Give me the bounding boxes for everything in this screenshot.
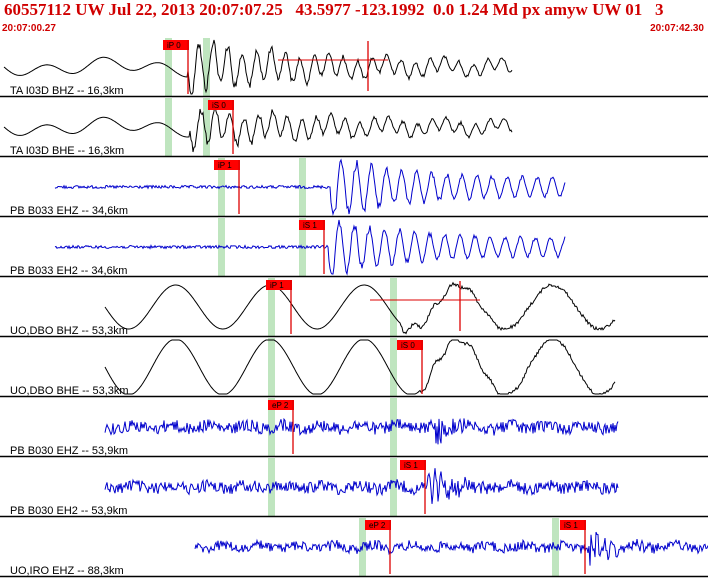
trace-row[interactable]: eP 2 PB B030 EHZ -- 53,9km: [0, 398, 708, 458]
waveform-trace[interactable]: [104, 417, 619, 445]
pick-flag[interactable]: [268, 400, 294, 410]
pick-flag[interactable]: [163, 40, 189, 50]
window-band: [268, 338, 275, 396]
pick-label: eP 2: [369, 521, 386, 530]
trace-row[interactable]: iP 0 TA I03D BHZ -- 16,3km: [0, 38, 708, 98]
window-band: [268, 398, 275, 456]
seismogram-panel[interactable]: iP 0 TA I03D BHZ -- 16,3km iS 0 TA I03D BHE…: [0, 37, 708, 578]
waveform-trace[interactable]: [104, 281, 616, 335]
station-label: PB B030 EHZ -- 53,9km: [10, 445, 128, 457]
station-label: PB B033 EHZ -- 34,6km: [10, 205, 128, 217]
pick-label: iS 1: [404, 461, 418, 470]
window-band: [203, 98, 210, 156]
time-start: 20:07:00.27: [2, 23, 56, 34]
pick-flag[interactable]: [214, 160, 240, 170]
waveform-trace[interactable]: [104, 468, 619, 504]
waveform-trace[interactable]: [104, 339, 616, 395]
pick-flag[interactable]: [208, 100, 234, 110]
station-label: UO,DBO BHZ -- 53,3km: [10, 325, 128, 337]
pick-flag[interactable]: [400, 460, 426, 470]
event-title: 60557112 UW Jul 22, 2013 20:07:07.25 43.…: [4, 0, 664, 19]
station-label: PB B033 EH2 -- 34,6km: [10, 265, 127, 277]
pick-flag[interactable]: [365, 520, 391, 530]
trace-row[interactable]: iS 0 TA I03D BHE -- 16,3km: [0, 98, 708, 158]
pick-flag[interactable]: [266, 280, 292, 290]
pick-label: iP 1: [270, 281, 284, 290]
trace-row[interactable]: iS 1 PB B033 EH2 -- 34,6km: [0, 218, 708, 278]
pick-label: iS 0: [212, 101, 226, 110]
pick-label: iP 0: [167, 41, 181, 50]
window-band: [268, 458, 275, 516]
trace-row[interactable]: iS 0 UO,DBO BHE -- 53,3km: [0, 338, 708, 398]
pick-label: iP 1: [218, 161, 232, 170]
waveform-trace[interactable]: [3, 39, 513, 95]
waveform-trace[interactable]: [54, 158, 566, 216]
station-label: TA I03D BHE -- 16,3km: [10, 145, 124, 157]
trace-row[interactable]: iP 1 UO,DBO BHZ -- 53,3km: [0, 278, 708, 338]
window-band: [390, 278, 397, 336]
station-label: UO,IRO EHZ -- 88,3km: [10, 565, 124, 577]
pick-label: iS 1: [564, 521, 578, 530]
header-bar: 60557112 UW Jul 22, 2013 20:07:07.25 43.…: [0, 0, 708, 37]
waveform-trace[interactable]: [194, 531, 708, 566]
pick-flag[interactable]: [299, 220, 325, 230]
time-end: 20:07:42.30: [650, 23, 704, 34]
pick-label: iS 0: [401, 341, 415, 350]
station-label: UO,DBO BHE -- 53,3km: [10, 385, 129, 397]
pick-label: iS 1: [303, 221, 317, 230]
pick-flag[interactable]: [397, 340, 423, 350]
window-band: [390, 458, 397, 516]
station-label: PB B030 EH2 -- 53,9km: [10, 505, 127, 517]
window-band: [390, 338, 397, 396]
station-label: TA I03D BHZ -- 16,3km: [10, 85, 124, 97]
window-band: [268, 278, 275, 336]
pick-label: eP 2: [272, 401, 289, 410]
waveform-trace[interactable]: [54, 219, 566, 276]
window-band: [390, 398, 397, 456]
window-band: [203, 38, 210, 96]
pick-flag[interactable]: [560, 520, 586, 530]
waveform-trace[interactable]: [3, 104, 513, 153]
trace-row[interactable]: iS 1 PB B030 EH2 -- 53,9km: [0, 458, 708, 518]
trace-row[interactable]: iP 1 PB B033 EHZ -- 34,6km: [0, 158, 708, 218]
trace-row[interactable]: eP 2 iS 1 UO,IRO EHZ -- 88,3km: [0, 518, 708, 578]
